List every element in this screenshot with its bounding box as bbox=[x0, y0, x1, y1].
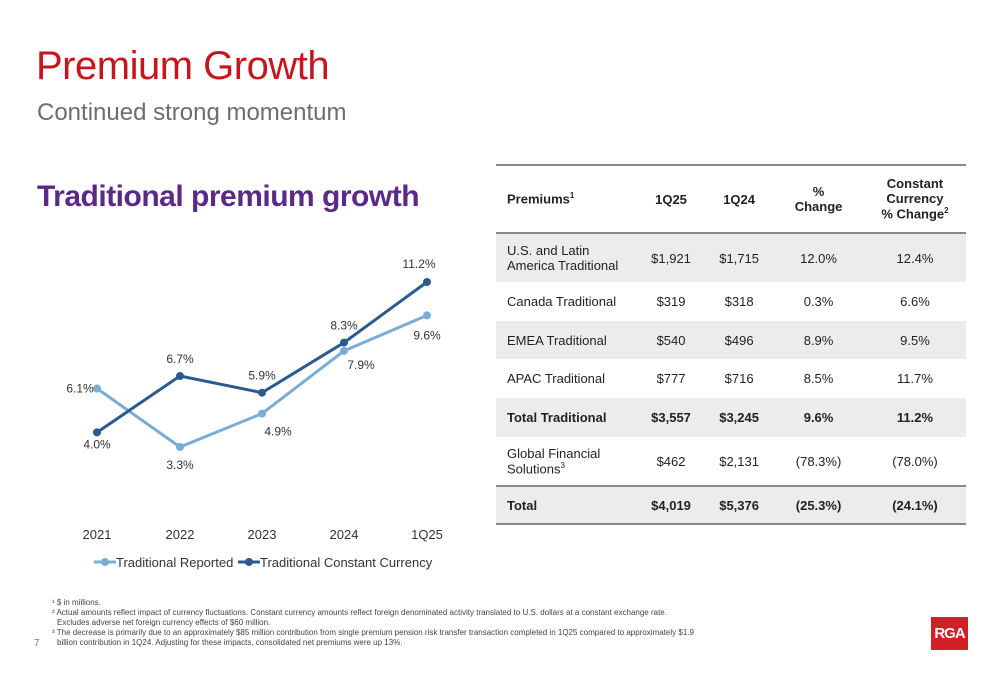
data-label: 6.7% bbox=[166, 352, 194, 366]
table-cell: $462 bbox=[656, 453, 686, 469]
table-cell: 6.6% bbox=[900, 294, 930, 309]
table-cell: $2,131 bbox=[719, 453, 759, 469]
table-cell: $318 bbox=[724, 294, 754, 309]
table-row: Canada Traditional $319 $318 0.3% 6.6% bbox=[496, 282, 966, 321]
table-cell: 9.6% bbox=[773, 398, 864, 437]
footnotes: ¹ $ in millions. ² Actual amounts reflec… bbox=[52, 598, 732, 648]
table-cell: 12.0% bbox=[773, 233, 864, 282]
data-label: 8.3% bbox=[330, 319, 358, 333]
data-point bbox=[176, 371, 184, 380]
row-label: EMEA Traditional bbox=[496, 321, 637, 359]
footnote-3: ³ The decrease is primarily due to an ap… bbox=[52, 628, 694, 637]
data-point bbox=[258, 388, 266, 397]
data-label: 4.0% bbox=[83, 437, 111, 451]
table-body: U.S. and Latin America Traditional $1,921… bbox=[496, 233, 966, 525]
page-subtitle: Continued strong momentum bbox=[37, 99, 347, 126]
table-row: EMEA Traditional $540 $496 8.9% 9.5% bbox=[496, 321, 966, 359]
table-row: U.S. and Latin America Traditional $1,921… bbox=[496, 233, 966, 282]
table-cell: (24.1%) bbox=[863, 485, 966, 525]
page-number: 7 bbox=[34, 638, 40, 649]
footnote-marker: 1 bbox=[569, 191, 575, 201]
table-row: Total Traditional $3,557 $3,245 9.6% 11.2% bbox=[496, 398, 966, 437]
data-point bbox=[423, 311, 431, 320]
line-chart: 6.1% 3.3% 4.9% 7.9% 9.6% 4.0% 6.7% 5.9% 8.3% 11.2… bbox=[66, 257, 443, 570]
table-cell: 12.4% bbox=[863, 233, 966, 282]
table-row: Total $4,019 $5,376 (25.3%) (24.1%) bbox=[496, 485, 966, 525]
table-cell: 11.2% bbox=[863, 398, 966, 437]
row-label: Global Financial Solutions3 bbox=[507, 445, 601, 477]
footnote-marker: 2 bbox=[944, 206, 949, 216]
table-cell: $1,921 bbox=[636, 233, 706, 282]
legend-swatch-marker bbox=[245, 558, 253, 566]
page-title: Premium Growth bbox=[36, 44, 330, 88]
premiums-table: Premiums1 1Q25 1Q24% Change Constant Currency… bbox=[496, 164, 966, 525]
column-header: Premiums1 bbox=[496, 164, 637, 234]
x-tick-label: 1Q25 bbox=[411, 527, 443, 542]
data-point bbox=[258, 409, 266, 418]
table-cell: $777 bbox=[656, 371, 686, 386]
table-cell: 0.3% bbox=[803, 294, 834, 309]
legend-entry: Traditional Constant Currency bbox=[260, 555, 433, 570]
chart-heading: Traditional premium growth bbox=[37, 180, 420, 213]
column-header: Constant Currency% Change2 bbox=[863, 164, 966, 234]
table-row: APAC Traditional $777 $716 8.5% 11.7% bbox=[496, 359, 966, 398]
row-label: APAC Traditional bbox=[507, 371, 606, 386]
rga-logo: RGA bbox=[931, 617, 968, 650]
footnote-1: ¹ $ in millions. bbox=[52, 598, 101, 607]
row-label: Total Traditional bbox=[496, 398, 637, 437]
table-cell: $3,245 bbox=[705, 398, 774, 437]
x-tick-label: 2022 bbox=[166, 527, 195, 542]
table-cell: $5,376 bbox=[705, 485, 774, 525]
data-point bbox=[93, 428, 101, 437]
column-header: 1Q24 bbox=[705, 164, 774, 234]
table-cell: $4,019 bbox=[636, 485, 706, 525]
table-cell: 9.5% bbox=[863, 321, 966, 359]
row-label: Total bbox=[496, 485, 637, 525]
table-cell: 8.5% bbox=[803, 371, 834, 386]
table-header-row: Premiums1 1Q25 1Q24% Change Constant Currency… bbox=[496, 164, 966, 234]
footnote-2-cont: Excludes adverse net foreign currency ef… bbox=[57, 618, 271, 627]
data-label: 6.1% bbox=[66, 382, 94, 396]
x-tick-label: 2023 bbox=[248, 527, 277, 542]
data-point bbox=[93, 384, 101, 393]
data-label: 4.9% bbox=[264, 425, 292, 439]
table-cell: $1,715 bbox=[705, 233, 774, 282]
data-point bbox=[423, 278, 431, 286]
table-cell: (78.0%) bbox=[892, 453, 938, 469]
table-cell: (78.3%) bbox=[795, 453, 842, 469]
data-point bbox=[176, 443, 184, 451]
row-label: Canada Traditional bbox=[507, 294, 617, 309]
legend-entry: Traditional Reported bbox=[116, 555, 233, 570]
data-point bbox=[340, 338, 348, 347]
data-label: 7.9% bbox=[347, 358, 375, 372]
premiums-table-container: Premiums1 1Q25 1Q24% Change Constant Currency… bbox=[496, 164, 966, 525]
row-label: U.S. and Latin America Traditional bbox=[496, 233, 637, 282]
table-cell: 11.7% bbox=[897, 371, 933, 386]
data-label: 11.2% bbox=[402, 257, 435, 271]
data-label: 5.9% bbox=[248, 369, 276, 383]
table-cell: $716 bbox=[724, 371, 754, 386]
x-tick-label: 2021 bbox=[83, 527, 112, 542]
table-cell: 8.9% bbox=[773, 321, 864, 359]
table-cell: $3,557 bbox=[636, 398, 706, 437]
table-cell: $319 bbox=[656, 294, 686, 309]
data-label: 9.6% bbox=[413, 328, 441, 342]
table-cell: $540 bbox=[636, 321, 706, 359]
table-row: Global Financial Solutions3 $462 $2,131 (78… bbox=[496, 437, 966, 486]
column-header: % Change bbox=[773, 164, 864, 234]
table-cell: (25.3%) bbox=[773, 485, 864, 525]
legend-swatch-marker bbox=[101, 558, 109, 566]
data-label: 3.3% bbox=[166, 458, 194, 472]
data-point bbox=[340, 346, 348, 355]
column-header: 1Q25 bbox=[636, 164, 706, 234]
footnote-2: ² Actual amounts reflect impact of curre… bbox=[52, 608, 667, 617]
x-tick-label: 2024 bbox=[330, 527, 359, 542]
footnote-3-cont: billion contribution in 1Q24. Adjusting … bbox=[57, 638, 403, 647]
footnote-marker: 3 bbox=[560, 460, 565, 470]
table-cell: $496 bbox=[705, 321, 774, 359]
